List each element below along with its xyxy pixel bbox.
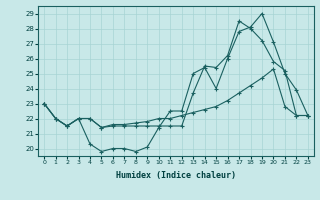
X-axis label: Humidex (Indice chaleur): Humidex (Indice chaleur) xyxy=(116,171,236,180)
